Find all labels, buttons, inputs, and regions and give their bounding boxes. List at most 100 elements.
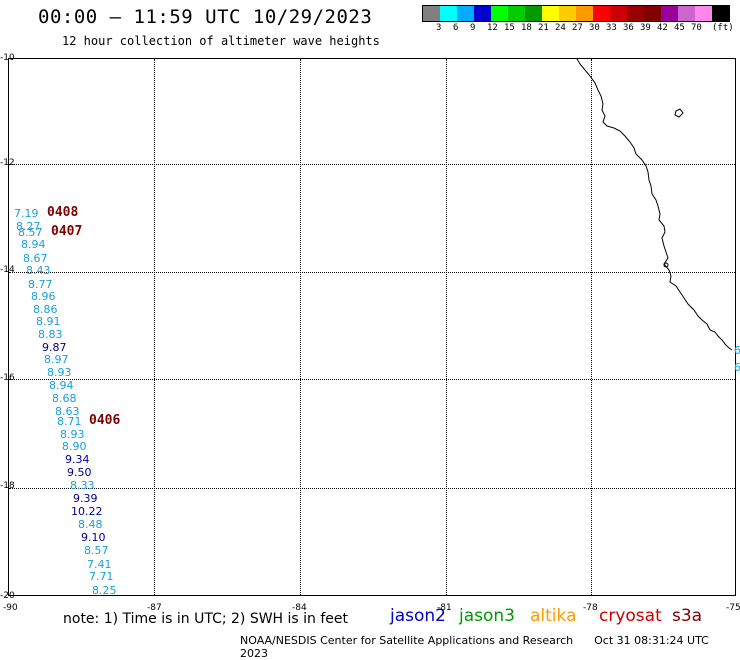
color-scale-unit: (ft) xyxy=(712,23,734,33)
color-scale-label: 70 xyxy=(691,23,702,33)
color-scale-label: 39 xyxy=(640,23,651,33)
pass-time-label: 0407 xyxy=(51,224,83,239)
lat-tick-label: -18 xyxy=(0,481,15,491)
wave-height-value: 8.86 xyxy=(33,303,58,316)
color-swatch xyxy=(491,6,508,21)
lat-tick-label: -12 xyxy=(0,158,15,168)
satellite-legend-s3a: s3a xyxy=(672,606,703,626)
color-scale-label: 12 xyxy=(487,23,498,33)
pass-time-label: 0408 xyxy=(47,205,79,220)
wave-height-value: 8.57 xyxy=(84,544,109,557)
wave-height-value: 8.33 xyxy=(70,479,95,492)
wave-height-value: 8.96 xyxy=(31,290,56,303)
color-scale-labels: 3 6 9 12 15 18 21 24 27 30 33 36 39 42 45 70 (ft) xyxy=(422,22,734,34)
color-swatch xyxy=(440,6,457,21)
satellite-legend-cryosat: cryosat xyxy=(599,606,662,626)
color-swatch xyxy=(559,6,576,21)
wave-height-value: 8.71 xyxy=(57,415,82,428)
wave-height-value: 8.94 xyxy=(21,238,46,251)
gridline-lat xyxy=(9,164,735,165)
lon-tick-label: -81 xyxy=(437,603,452,613)
color-swatch xyxy=(508,6,525,21)
color-scale-label: 15 xyxy=(504,23,515,33)
satellite-legend-jason3: jason3 xyxy=(459,606,515,626)
color-swatch xyxy=(627,6,644,21)
color-scale-label: 6 xyxy=(453,23,459,33)
color-swatch xyxy=(542,6,559,21)
lon-tick-label: -90 xyxy=(3,603,18,613)
lon-tick-label: -78 xyxy=(583,603,598,613)
color-scale-label: 3 xyxy=(436,23,442,33)
gridline-lon xyxy=(591,59,592,595)
color-swatch xyxy=(576,6,593,21)
map-subtitle: 12 hour collection of altimeter wave hei… xyxy=(62,34,380,48)
wave-height-value: 8.67 xyxy=(23,252,48,265)
wave-height-value: 8.27 xyxy=(16,220,41,233)
color-scale-label: 33 xyxy=(606,23,617,33)
color-swatch xyxy=(661,6,678,21)
wave-height-value: 9.50 xyxy=(67,466,92,479)
lon-tick-label: -87 xyxy=(147,603,162,613)
wave-height-value: 7.71 xyxy=(89,570,114,583)
color-scale-swatches xyxy=(422,5,730,22)
pass-time-label: 0406 xyxy=(89,413,121,428)
satellite-legend-altika: altika xyxy=(530,606,577,626)
color-swatch xyxy=(593,6,610,21)
color-swatch xyxy=(525,6,542,21)
wave-height-value: 10.22 xyxy=(71,505,103,518)
lat-tick-label: -20 xyxy=(0,591,15,601)
color-scale-label: 9 xyxy=(470,23,476,33)
wave-height-value: 9.87 xyxy=(42,341,67,354)
color-scale-label: 42 xyxy=(657,23,668,33)
gridline-lon xyxy=(154,59,155,595)
wave-height-value: 7.19 xyxy=(14,207,39,220)
color-scale-legend: 3 6 9 12 15 18 21 24 27 30 33 36 39 42 45 70 (ft) xyxy=(422,5,734,34)
color-scale-label: 36 xyxy=(623,23,634,33)
wave-height-value: 8.43 xyxy=(26,264,51,277)
color-swatch xyxy=(457,6,474,21)
wave-height-value: 8.68 xyxy=(52,392,77,405)
wave-height-value: 8.63 xyxy=(55,405,80,418)
wave-height-value: 8.93 xyxy=(47,366,72,379)
wave-height-value: 8.57 xyxy=(18,226,43,239)
wave-height-value: 9.10 xyxy=(81,531,106,544)
units-note: note: 1) Time is in UTC; 2) SWH is in fe… xyxy=(63,611,349,627)
wave-height-value: 8.93 xyxy=(60,428,85,441)
wave-height-value: 8.97 xyxy=(44,353,69,366)
gridline-lon xyxy=(300,59,301,595)
wave-height-value: 8.77 xyxy=(28,278,53,291)
wave-height-value: 8.48 xyxy=(78,518,103,531)
gridline-lat xyxy=(9,488,735,489)
lat-tick-label: -14 xyxy=(0,265,15,275)
color-scale-label: 18 xyxy=(521,23,532,33)
footer-org: NOAA/NESDIS Center for Satellite Applica… xyxy=(240,634,574,647)
wave-height-value-edge: 6 xyxy=(734,361,740,374)
color-scale-label: 30 xyxy=(589,23,600,33)
wave-height-value: 8.83 xyxy=(38,328,63,341)
footer-credit: NOAA/NESDIS Center for Satellite Applica… xyxy=(240,634,740,660)
gridline-lon xyxy=(446,59,447,595)
wave-height-value: 7.41 xyxy=(87,558,112,571)
wave-height-value: 9.34 xyxy=(65,453,90,466)
color-scale-label: 24 xyxy=(555,23,566,33)
color-swatch xyxy=(644,6,661,21)
satellite-legend-jason2: jason2 xyxy=(390,606,446,626)
color-scale-label: 21 xyxy=(538,23,549,33)
color-swatch xyxy=(695,6,712,21)
color-scale-label: 27 xyxy=(572,23,583,33)
color-swatch xyxy=(712,6,729,21)
map-plot-area xyxy=(8,58,736,596)
color-swatch xyxy=(474,6,491,21)
wave-height-value: 8.91 xyxy=(36,315,61,328)
wave-height-value: 8.25 xyxy=(92,584,117,597)
color-swatch xyxy=(423,6,440,21)
gridline-lat xyxy=(9,379,735,380)
color-swatch xyxy=(678,6,695,21)
color-scale-label: 45 xyxy=(674,23,685,33)
gridline-lat xyxy=(9,272,735,273)
wave-height-value-edge: 6 xyxy=(734,344,740,357)
lat-tick-label: -10 xyxy=(0,53,15,63)
color-swatch xyxy=(610,6,627,21)
lat-tick-label: -16 xyxy=(0,373,15,383)
